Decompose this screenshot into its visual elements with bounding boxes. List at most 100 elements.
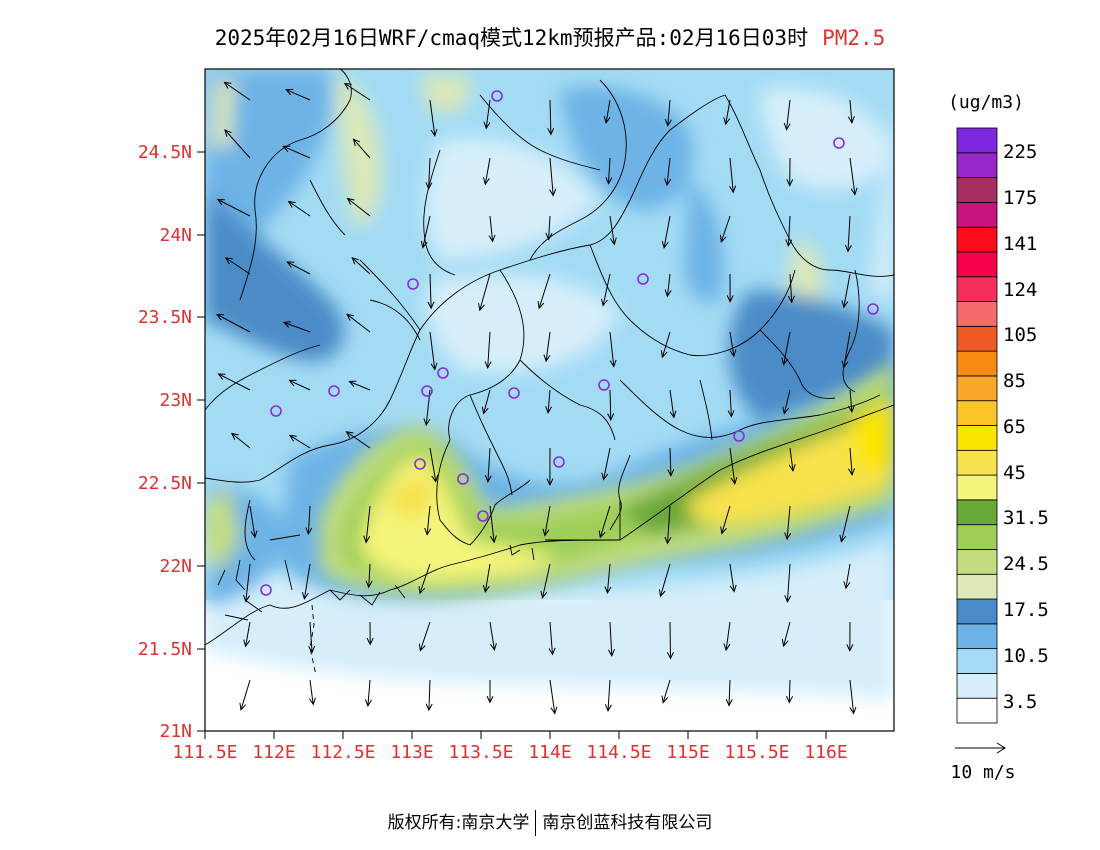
wind-arrow [667, 505, 671, 544]
wind-arrow-head [286, 261, 295, 268]
wind-arrow [240, 679, 251, 710]
wind-arrow [429, 273, 432, 309]
wind-arrow [609, 389, 612, 420]
legend-label: 24.5 [1003, 553, 1049, 575]
wind-arrow-head [365, 580, 373, 589]
legend-label: 31.5 [1003, 507, 1049, 529]
wind-arrow-head [420, 240, 428, 249]
wind-arrow [484, 563, 491, 592]
wind-arrow-head [482, 177, 490, 186]
legend-unit: (ug/m3) [948, 92, 1024, 113]
wind-arrow-head [782, 406, 790, 415]
wind-arrow-head [549, 188, 557, 197]
wind-arrow-head [781, 639, 789, 648]
lon-label: 115.5E [724, 742, 789, 763]
legend-swatch [956, 325, 998, 352]
wind-arrow-head [786, 695, 794, 704]
wind-arrow-head [729, 185, 737, 194]
legend-label: 225 [1003, 141, 1037, 163]
wind-arrow [483, 389, 491, 414]
wind-arrow-head [424, 527, 432, 536]
wind-arrow-head [727, 410, 735, 418]
wind-arrow-head [658, 589, 666, 598]
lat-label: 23N [159, 390, 192, 411]
wind-arrow-head [363, 535, 371, 544]
wind-arrow-head [664, 536, 672, 545]
title-text: 2025年02月16日WRF/cmaq模式12km预报产品:02月16日03时 [214, 26, 809, 50]
wind-arrow [849, 99, 853, 123]
wind-arrow-head [719, 234, 727, 243]
legend-swatch [956, 400, 998, 426]
legend-swatch [956, 251, 998, 278]
wind-arrow [609, 331, 615, 367]
wind-arrow-head [607, 649, 615, 657]
wind-arrow-head [788, 464, 796, 473]
wind-arrow [426, 505, 431, 535]
wind-arrow [663, 215, 671, 248]
wind-arrow [344, 83, 371, 101]
wind-arrow-head [720, 526, 727, 535]
wind-arrow-head [308, 697, 316, 706]
wind-arrow-head [783, 122, 791, 131]
wind-arrow-head [543, 354, 551, 363]
legend-swatch [956, 598, 998, 625]
wind-arrow [489, 621, 495, 650]
wind-arrow [549, 99, 552, 135]
wind-arrow-head [425, 182, 433, 190]
wind-arrow [351, 257, 371, 275]
wind-arrow-head [604, 586, 612, 595]
wind-arrow-head [488, 234, 496, 243]
wind-arrow-head [348, 380, 357, 388]
wind-arrow-head [847, 405, 855, 414]
legend-swatch [956, 152, 998, 178]
wind-arrow [669, 447, 672, 476]
wind-arrow [249, 505, 256, 538]
wind-arrow [667, 99, 671, 126]
legend-label: 141 [1003, 233, 1037, 255]
wind-arrow [547, 389, 551, 413]
lat-label: 24.5N [138, 142, 192, 163]
chart-title: 2025年02月16日WRF/cmaq模式12km预报产品:02月16日03时 P… [0, 22, 1100, 52]
wind-arrow-head [425, 703, 433, 712]
wind-arrow-head [216, 313, 225, 321]
legend-swatch [956, 449, 998, 476]
wind-arrow [661, 331, 671, 358]
wind-arrow [669, 621, 671, 659]
legend-swatch [956, 648, 998, 674]
wind-scale-label: 10 m/s [950, 762, 1015, 783]
wind-arrow [788, 679, 791, 703]
wind-arrow [605, 99, 611, 123]
lat-label: 22N [159, 556, 192, 577]
wind-arrow-head [601, 472, 609, 481]
wind-arrow-head [486, 695, 494, 704]
wind-arrow-head [667, 469, 675, 477]
legend-swatch [956, 301, 998, 327]
wind-arrow-head [843, 581, 851, 590]
legend-label: 3.5 [1003, 691, 1037, 713]
legend-labels: 225 175 141 124 105 85 65 45 31.5 24.5 1… [1003, 141, 1049, 713]
wind-arrow-head [345, 431, 354, 439]
wind-arrow [429, 447, 437, 482]
legend-swatch [956, 573, 998, 600]
wind-arrow-head [483, 121, 491, 130]
wind-arrow [840, 505, 851, 542]
wind-arrow-head [431, 474, 439, 483]
wind-arrow-head [430, 362, 438, 371]
wind-arrow-head [537, 301, 545, 310]
wind-arrow [786, 99, 791, 130]
wind-arrow [419, 563, 431, 594]
legend-label: 10.5 [1003, 645, 1049, 667]
wind-arrow [609, 215, 615, 245]
wind-arrow-head [547, 127, 555, 136]
wind-arrow-head [609, 359, 617, 368]
wind-arrow [484, 157, 491, 185]
wind-arrow-head [540, 590, 548, 599]
lon-label: 112.5E [310, 742, 375, 763]
wind-arrow-head [846, 644, 854, 652]
wind-arrow [669, 389, 675, 418]
legend-label: 17.5 [1003, 599, 1049, 621]
wind-arrow-head [609, 237, 617, 246]
wind-arrow [489, 215, 494, 242]
wind-arrow-head [847, 116, 855, 124]
